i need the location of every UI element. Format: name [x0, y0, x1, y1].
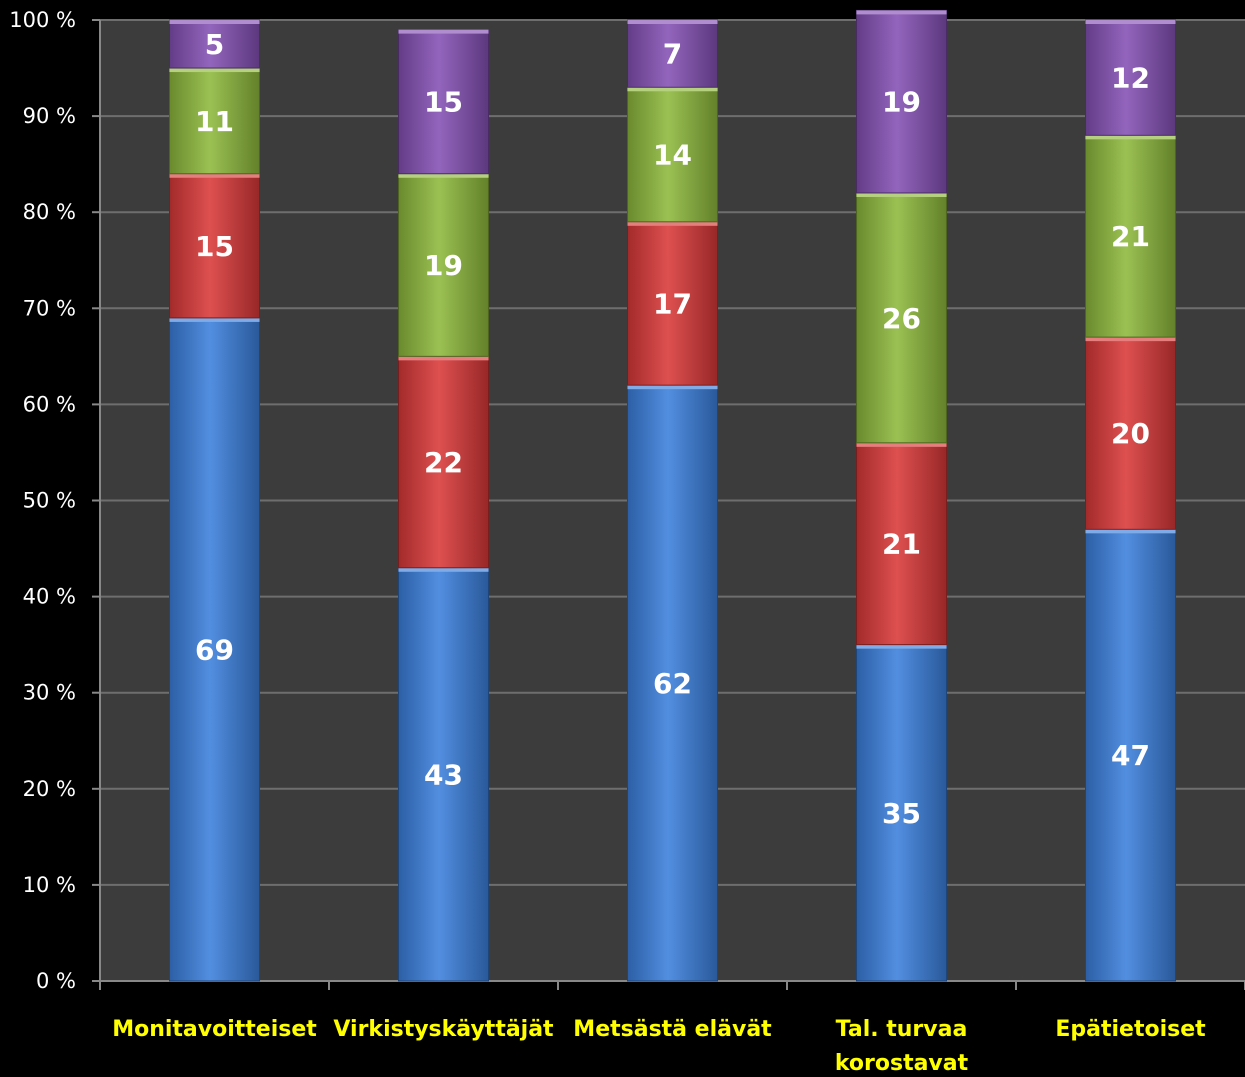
- bar-segment: [856, 442, 947, 646]
- data-label: 7: [663, 38, 682, 71]
- bar-segment-highlight: [856, 192, 947, 197]
- data-label: 21: [1111, 220, 1150, 253]
- data-label: 22: [424, 446, 463, 479]
- y-tick-label: 50 %: [23, 489, 76, 513]
- bar-segment: [398, 355, 489, 569]
- y-tick-label: 30 %: [23, 681, 76, 705]
- bar-segment: [627, 19, 718, 88]
- bar-segment-highlight: [856, 10, 947, 15]
- data-label: 21: [882, 528, 921, 561]
- data-label: 19: [424, 249, 463, 282]
- data-label: 17: [653, 287, 692, 320]
- data-label: 14: [653, 139, 692, 172]
- x-category-label: korostavat: [835, 1051, 969, 1076]
- data-label: 19: [882, 86, 921, 119]
- bar-segment-highlight: [398, 29, 489, 34]
- data-label: 15: [195, 230, 234, 263]
- bar-segment: [169, 67, 260, 175]
- bar-segment: [398, 29, 489, 175]
- bar-segment: [856, 644, 947, 982]
- x-category-label: Monitavoitteiset: [112, 1017, 317, 1042]
- bar-segment: [856, 192, 947, 444]
- data-label: 43: [424, 758, 463, 791]
- data-label: 47: [1111, 739, 1150, 772]
- data-label: 20: [1111, 417, 1150, 450]
- bar-segment-highlight: [398, 356, 489, 361]
- bar-segment: [627, 221, 718, 386]
- bar-segment-highlight: [398, 173, 489, 178]
- bar-segment-highlight: [169, 317, 260, 322]
- bar-segment-highlight: [1085, 135, 1176, 140]
- bar-segment: [627, 384, 718, 982]
- bar-segment: [169, 317, 260, 982]
- data-label: 35: [882, 797, 921, 830]
- bar-segment-highlight: [627, 87, 718, 92]
- data-label: 62: [653, 667, 692, 700]
- data-label: 15: [424, 86, 463, 119]
- data-label: 26: [882, 302, 921, 335]
- y-tick-label: 20 %: [23, 777, 76, 801]
- bar-segment: [398, 173, 489, 357]
- y-tick-label: 10 %: [23, 873, 76, 897]
- bar-segment: [856, 9, 947, 194]
- y-tick-label: 100 %: [9, 8, 76, 32]
- x-category-label: Metsästä elävät: [573, 1017, 772, 1042]
- x-category-label: Epätietoiset: [1055, 1017, 1206, 1042]
- data-label: 69: [195, 633, 234, 666]
- bar-segment-highlight: [627, 385, 718, 390]
- y-tick-label: 70 %: [23, 296, 76, 320]
- bar-segment: [398, 567, 489, 982]
- data-label: 11: [195, 105, 234, 138]
- bar-segment: [1085, 336, 1176, 530]
- bar-segment-highlight: [627, 221, 718, 226]
- bar-segment-highlight: [1085, 529, 1176, 534]
- y-tick-label: 80 %: [23, 200, 76, 224]
- bar-segment-highlight: [627, 20, 718, 24]
- bar-segment: [1085, 528, 1176, 982]
- bar-segment: [169, 173, 260, 319]
- x-category-label: Tal. turvaa: [836, 1017, 968, 1042]
- bar-segment: [1085, 19, 1176, 136]
- bar-segment-highlight: [169, 173, 260, 178]
- data-label: 12: [1111, 62, 1150, 95]
- bar-segment-highlight: [1085, 337, 1176, 342]
- bar-segment: [627, 86, 718, 223]
- bar-segment-highlight: [169, 68, 260, 73]
- data-label: 5: [205, 28, 224, 61]
- bar-segment-highlight: [856, 442, 947, 447]
- y-tick-label: 60 %: [23, 392, 76, 416]
- bar-segment-highlight: [398, 567, 489, 572]
- x-category-label: Virkistyskäyttäjät: [333, 1017, 554, 1042]
- bar-segment: [169, 19, 260, 69]
- bar-segment-highlight: [856, 644, 947, 649]
- y-tick-label: 90 %: [23, 104, 76, 128]
- bar-segment: [1085, 134, 1176, 338]
- bar-segment-highlight: [169, 20, 260, 24]
- bar-segment-highlight: [1085, 20, 1176, 24]
- y-tick-label: 0 %: [36, 969, 76, 993]
- y-tick-label: 40 %: [23, 585, 76, 609]
